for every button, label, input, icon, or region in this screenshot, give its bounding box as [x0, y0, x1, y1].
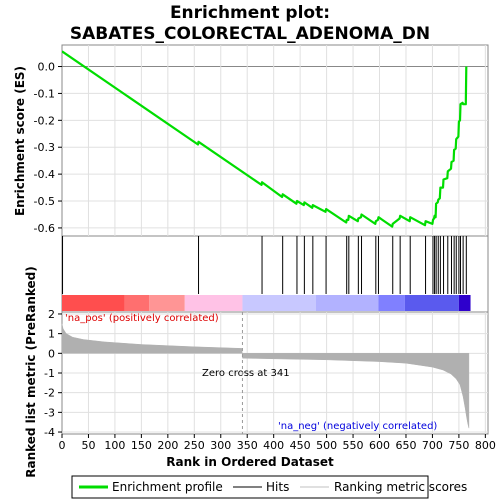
- metric-tick-label: -2: [44, 387, 55, 400]
- heat-band: [124, 295, 150, 311]
- heat-band: [242, 295, 317, 311]
- heat-band: [378, 295, 405, 311]
- es-tick-label: -0.2: [34, 114, 55, 127]
- es-panel-frame: [61, 44, 489, 237]
- heat-band-group: [62, 295, 471, 311]
- x-tick-label: 300: [210, 439, 231, 452]
- metric-tick-label: 1: [48, 328, 55, 341]
- x-tick-label: 200: [157, 439, 178, 452]
- x-tick-label: 350: [237, 439, 258, 452]
- x-tick-label: 50: [81, 439, 95, 452]
- es-y-ticks: 0.0 -0.1 -0.2 -0.3 -0.4 -0.5 -0.6: [34, 61, 62, 235]
- heat-band: [316, 295, 379, 311]
- es-tick-label: -0.5: [34, 195, 55, 208]
- es-series-group: [61, 50, 468, 228]
- positive-correlation-label: 'na_pos' (positively correlated): [65, 313, 219, 324]
- legend-label-hits: Hits: [266, 480, 289, 494]
- negative-correlation-label: 'na_neg' (negatively correlated): [278, 421, 437, 432]
- es-y-axis-label: Enrichment score (ES): [13, 66, 27, 216]
- es-series-line: [61, 50, 468, 228]
- x-tick-label: 800: [475, 439, 496, 452]
- x-tick-label: 500: [316, 439, 337, 452]
- heat-band: [62, 295, 125, 311]
- metric-tick-label: -1: [44, 367, 55, 380]
- es-tick-label: -0.1: [34, 87, 55, 100]
- metric-y-ticks: 2 1 0 -1 -2 -3 -4: [44, 308, 62, 439]
- x-tick-label: 700: [422, 439, 443, 452]
- metric-tick-label: 0: [48, 347, 55, 360]
- es-grid: [62, 45, 488, 236]
- legend-label-enrichment: Enrichment profile: [112, 480, 223, 494]
- metric-tick-label: -4: [44, 426, 55, 439]
- x-tick-label: 550: [343, 439, 364, 452]
- x-tick-label: 0: [59, 439, 66, 452]
- es-tick-label: -0.6: [34, 222, 55, 235]
- legend-label-ranking: Ranking metric scores: [334, 480, 467, 494]
- metric-area-group: [61, 323, 470, 429]
- es-tick-label: -0.3: [34, 141, 55, 154]
- x-tick-label: 250: [184, 439, 205, 452]
- chart-title-line1: Enrichment plot:: [170, 3, 330, 23]
- metric-grid: [62, 312, 488, 434]
- es-tick-label: 0.0: [38, 61, 56, 74]
- metric-area: [61, 323, 470, 429]
- x-tick-label: 100: [104, 439, 125, 452]
- es-tick-label: -0.4: [34, 168, 55, 181]
- chart-title-line2: SABATES_COLORECTAL_ADENOMA_DN: [70, 24, 430, 44]
- metric-y-axis-label: Ranked list metric (PreRanked): [24, 266, 38, 478]
- hits-group: [62, 236, 467, 294]
- x-tick-label: 450: [290, 439, 311, 452]
- x-axis-label: Rank in Ordered Dataset: [166, 455, 334, 469]
- heat-band: [458, 295, 471, 311]
- heat-band: [184, 295, 243, 311]
- metric-tick-label: 2: [48, 308, 55, 321]
- x-tick-label: 650: [395, 439, 416, 452]
- x-tick-label: 750: [448, 439, 469, 452]
- heat-band: [149, 295, 185, 311]
- zero-cross-label: Zero cross at 341: [202, 368, 290, 379]
- metric-tick-label: -3: [44, 406, 55, 419]
- x-tick-label: 150: [131, 439, 152, 452]
- heat-band: [404, 295, 459, 311]
- x-tick-label: 600: [369, 439, 390, 452]
- x-axis-ticks: 0 50 100 150 200 250 300 350 400 450 500 550 600 650 7…: [59, 434, 496, 452]
- x-tick-label: 400: [263, 439, 284, 452]
